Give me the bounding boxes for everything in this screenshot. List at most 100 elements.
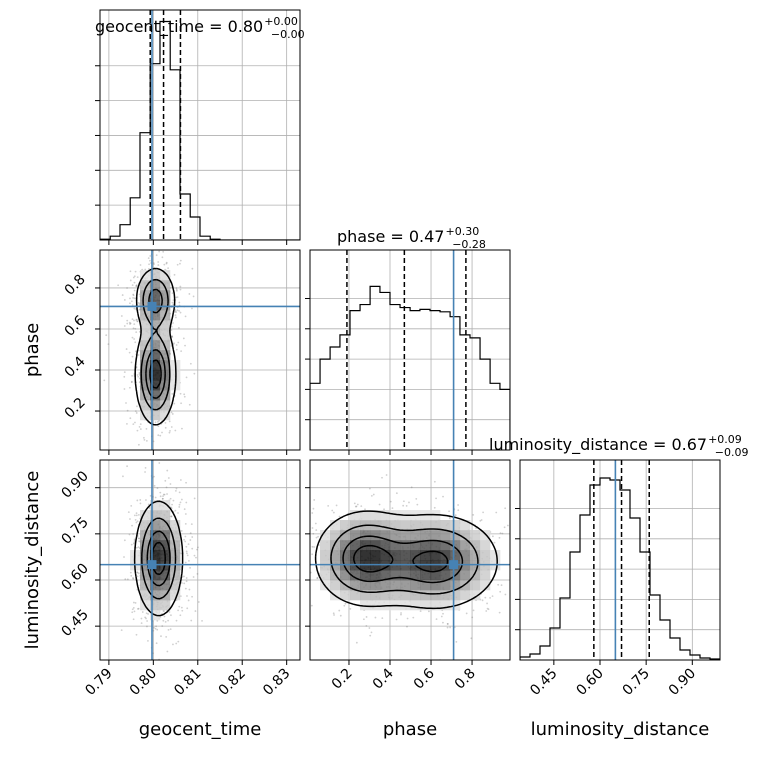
sample-point (130, 504, 133, 507)
density-cell (160, 340, 171, 351)
density-cell (380, 520, 391, 531)
sample-point (179, 479, 182, 481)
panel-geocent_time-vs-luminosity_distance: 0.79 0.80 0.81 0.82 0.83 0.45 0.60 0.75 0.90 (58, 459, 301, 699)
contour-line (145, 288, 166, 399)
sample-point (179, 311, 182, 314)
sample-point (120, 629, 123, 632)
sample-point (501, 532, 504, 535)
density-cell (150, 340, 161, 351)
density-cell (160, 290, 171, 301)
x-tick-label: 0.60 (573, 666, 606, 699)
panel-frame (309, 459, 511, 661)
sample-point (191, 267, 194, 270)
sample-point (514, 574, 516, 576)
sample-point (138, 371, 141, 374)
sample-point (165, 262, 168, 265)
sample-point (523, 544, 525, 546)
sample-point (138, 302, 141, 305)
sample-point (454, 514, 457, 517)
sample-point (381, 476, 383, 479)
sample-point (135, 319, 138, 321)
sample-point (184, 315, 187, 318)
sample-point (133, 610, 136, 613)
sample-point (515, 541, 517, 543)
sample-point (175, 642, 178, 645)
sample-point (135, 284, 138, 287)
density-cell (320, 550, 331, 561)
y-tick-label: 0.6 (62, 313, 89, 340)
sample-point (472, 609, 475, 612)
sample-point (498, 611, 501, 614)
sample-point (135, 521, 138, 524)
sample-point (175, 487, 178, 490)
sample-point (406, 617, 409, 620)
density-cell (470, 540, 481, 551)
density-cell (140, 380, 151, 391)
sample-point (491, 535, 494, 538)
sample-point (137, 375, 140, 378)
sample-point (175, 288, 178, 291)
sample-point (191, 595, 193, 598)
sample-point (487, 608, 490, 611)
sample-point (339, 614, 342, 617)
density-cell (440, 600, 451, 611)
density-cell (460, 520, 471, 531)
sample-point (365, 624, 368, 627)
density-cell (380, 590, 391, 601)
x-tick-label: 0.75 (620, 666, 653, 699)
sample-point (196, 572, 199, 575)
sample-point (183, 582, 186, 585)
sample-point (355, 641, 358, 644)
density-cell (360, 550, 371, 561)
sample-point (171, 301, 174, 304)
sample-point (153, 475, 155, 478)
density-cell (440, 520, 451, 531)
sample-point (197, 546, 199, 549)
sample-point (133, 338, 136, 340)
density-cell (370, 590, 381, 601)
sample-point (486, 602, 488, 605)
sample-point (137, 301, 140, 304)
density-cell (150, 310, 161, 321)
sample-point (273, 556, 275, 558)
sample-point (155, 642, 158, 645)
panel-frame (99, 249, 301, 451)
contour-line (330, 524, 479, 595)
sample-point (145, 428, 148, 430)
sample-point (146, 625, 148, 628)
sample-point (165, 261, 168, 264)
density-cell (400, 550, 411, 561)
sample-point (374, 616, 377, 619)
sample-point (135, 350, 137, 353)
sample-point (531, 586, 533, 588)
density-cell (450, 590, 461, 601)
density-cell (140, 340, 151, 351)
density-cell (370, 580, 381, 591)
sample-point (126, 465, 128, 468)
density-cell (390, 570, 401, 581)
sample-point (171, 335, 174, 338)
sample-point (123, 325, 126, 327)
sample-point (133, 297, 136, 300)
sample-point (479, 519, 482, 522)
sample-point (297, 527, 299, 529)
density-cell (150, 390, 161, 401)
sample-point (197, 601, 200, 603)
sample-point (370, 631, 373, 634)
density-cell (160, 330, 171, 341)
density-cell (150, 570, 161, 581)
sample-point (166, 650, 169, 653)
sample-point (180, 606, 183, 609)
sample-point (181, 427, 183, 430)
sample-point (136, 276, 139, 279)
sample-point (120, 315, 123, 317)
sample-point (171, 393, 174, 395)
sample-point (123, 375, 126, 378)
density-cell (150, 330, 161, 341)
sample-point (170, 515, 173, 518)
density-cell (340, 550, 351, 561)
sample-point (484, 596, 487, 599)
sample-point (132, 327, 135, 330)
sample-point (134, 421, 136, 424)
sample-point (122, 475, 124, 478)
